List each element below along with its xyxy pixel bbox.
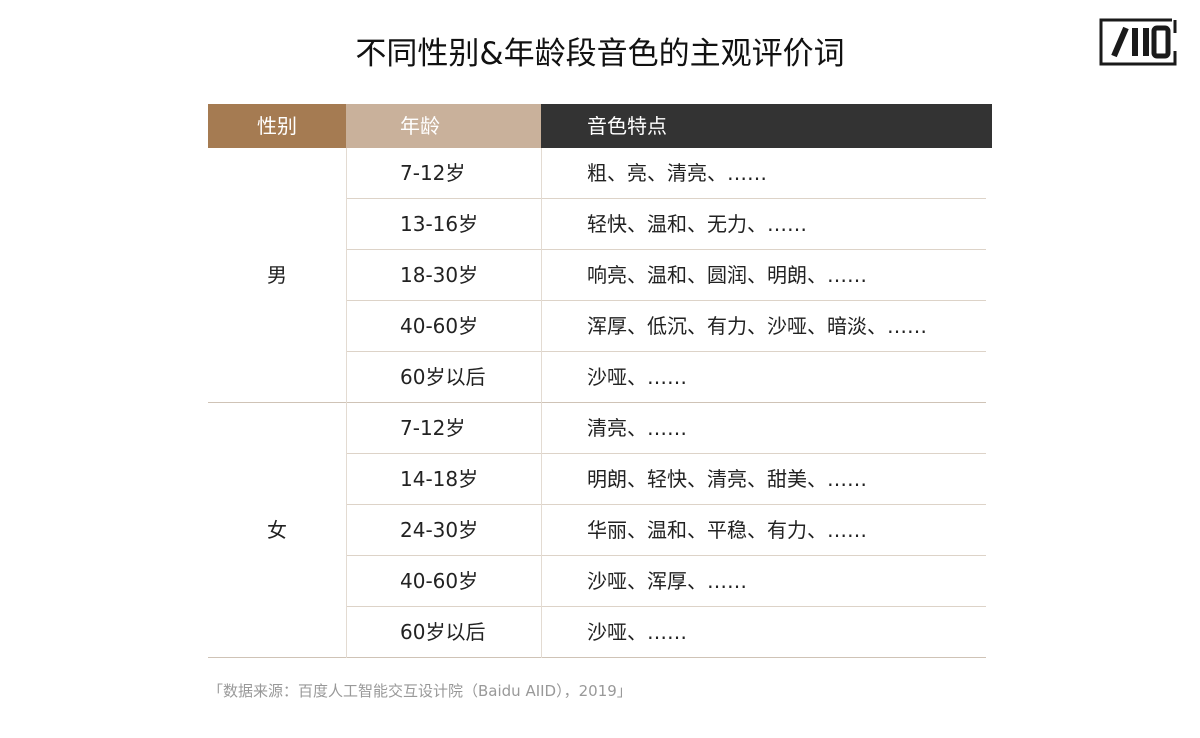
features-cell: 粗、亮、清亮、……	[587, 161, 767, 185]
header-age: 年龄	[346, 104, 541, 148]
table-row: 7-12岁 粗、亮、清亮、……	[346, 148, 986, 199]
features-cell: 清亮、……	[587, 416, 687, 440]
features-cell: 沙哑、……	[587, 365, 687, 389]
table-row: 14-18岁 明朗、轻快、清亮、甜美、……	[346, 454, 986, 505]
group-divider	[208, 402, 986, 403]
age-cell: 7-12岁	[400, 161, 466, 185]
table-row: 7-12岁 清亮、……	[346, 403, 986, 454]
age-cell: 18-30岁	[400, 263, 479, 287]
table-row: 13-16岁 轻快、温和、无力、……	[346, 199, 986, 250]
table-row: 60岁以后 沙哑、……	[346, 607, 986, 658]
table-row: 40-60岁 沙哑、浑厚、……	[346, 556, 986, 607]
age-cell: 40-60岁	[400, 569, 479, 593]
features-cell: 浑厚、低沉、有力、沙哑、暗淡、……	[587, 314, 927, 338]
age-cell: 14-18岁	[400, 467, 479, 491]
table-row: 18-30岁 响亮、温和、圆润、明朗、……	[346, 250, 986, 301]
features-cell: 响亮、温和、圆润、明朗、……	[587, 263, 867, 287]
age-cell: 40-60岁	[400, 314, 479, 338]
page-title: 不同性别&年龄段音色的主观评价词	[355, 36, 845, 72]
age-cell: 7-12岁	[400, 416, 466, 440]
gender-cell: 女	[267, 518, 287, 542]
age-cell: 60岁以后	[400, 365, 486, 389]
features-cell: 华丽、温和、平稳、有力、……	[587, 518, 867, 542]
table-row: 40-60岁 浑厚、低沉、有力、沙哑、暗淡、……	[346, 301, 986, 352]
age-cell: 60岁以后	[400, 620, 486, 644]
aiid-logo-icon	[1099, 18, 1177, 66]
features-cell: 轻快、温和、无力、……	[587, 212, 807, 236]
table-row: 24-30岁 华丽、温和、平稳、有力、……	[346, 505, 986, 556]
age-cell: 24-30岁	[400, 518, 479, 542]
header-gender: 性别	[208, 104, 346, 148]
age-cell: 13-16岁	[400, 212, 479, 236]
header-features: 音色特点	[541, 104, 992, 148]
group-divider	[208, 657, 986, 658]
features-cell: 明朗、轻快、清亮、甜美、……	[587, 467, 867, 491]
column-divider	[346, 148, 347, 658]
column-divider	[541, 148, 542, 658]
features-cell: 沙哑、浑厚、……	[587, 569, 747, 593]
source-note: 「数据来源：百度人工智能交互设计院（Baidu AIID），2019」	[208, 682, 632, 700]
gender-cell: 男	[267, 263, 287, 287]
table-row: 60岁以后 沙哑、……	[346, 352, 986, 403]
features-cell: 沙哑、……	[587, 620, 687, 644]
